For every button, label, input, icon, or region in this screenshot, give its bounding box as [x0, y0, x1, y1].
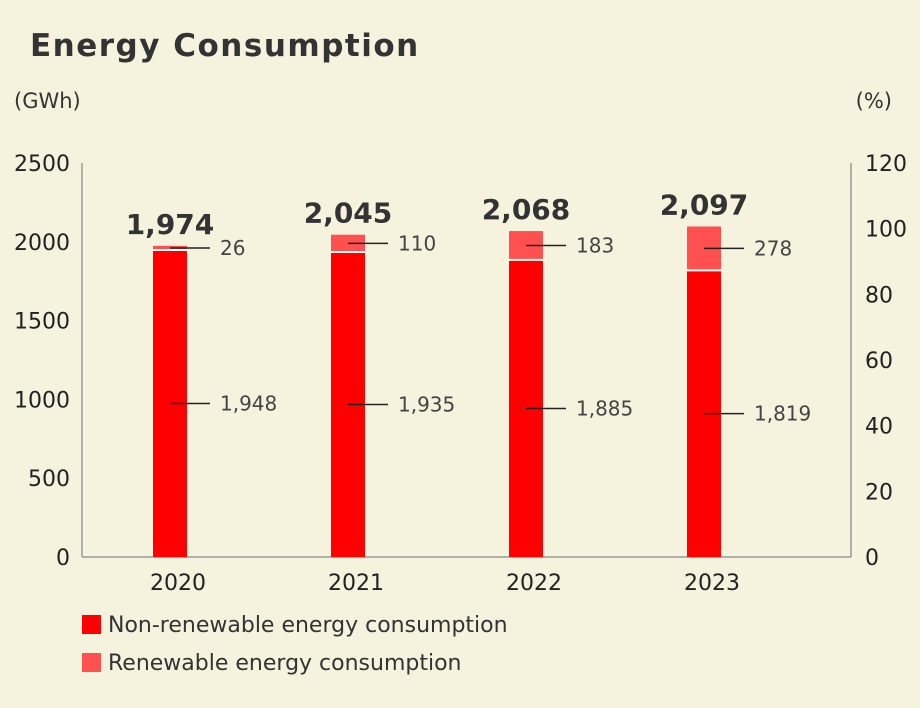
legend-swatch: [82, 653, 101, 672]
callout-label-renewable: 26: [220, 236, 245, 260]
right-tick-label: 20: [865, 480, 893, 505]
callout-label-non-renewable: 1,819: [754, 402, 811, 426]
right-tick-label: 40: [865, 415, 893, 440]
total-label: 2,045: [304, 197, 393, 230]
right-tick-label: 120: [865, 152, 907, 177]
callout-label-non-renewable: 1,885: [576, 396, 633, 420]
right-tick-label: 80: [865, 283, 893, 308]
right-tick-label: 60: [865, 349, 893, 374]
legend-label: Renewable energy consumption: [108, 651, 461, 676]
callout-label-renewable: 183: [576, 234, 614, 258]
right-axis-unit: (%): [856, 89, 892, 113]
category-label: 2021: [328, 571, 384, 596]
plot-area: 0 500 1000 1500 2000 2500 0 20 40 60 80 100 120 1,974…: [14, 152, 907, 596]
legend-label: Non-renewable energy consumption: [108, 613, 508, 638]
left-tick-label: 2500: [14, 152, 70, 177]
chart-title: Energy Consumption: [30, 28, 420, 64]
right-tick-label: 100: [865, 218, 907, 243]
left-axis-unit: (GWh): [14, 89, 81, 113]
total-label: 2,068: [482, 193, 571, 226]
category-label: 2022: [506, 571, 562, 596]
category-label: 2020: [150, 571, 206, 596]
callout-label-non-renewable: 1,935: [398, 393, 455, 417]
left-tick-label: 0: [56, 546, 70, 571]
total-label: 2,097: [660, 189, 749, 222]
legend: Non-renewable energy consumption Renewabl…: [82, 613, 508, 676]
callout-label-renewable: 110: [398, 231, 436, 255]
right-tick-label: 0: [865, 546, 879, 571]
left-tick-label: 1500: [14, 310, 70, 335]
category-label: 2023: [684, 571, 740, 596]
callout-label-non-renewable: 1,948: [220, 391, 277, 415]
left-tick-label: 500: [28, 467, 70, 492]
left-tick-label: 2000: [14, 231, 70, 256]
total-label: 1,974: [126, 208, 215, 241]
left-tick-label: 1000: [14, 388, 70, 413]
legend-swatch: [82, 615, 101, 634]
callout-label-renewable: 278: [754, 236, 792, 260]
